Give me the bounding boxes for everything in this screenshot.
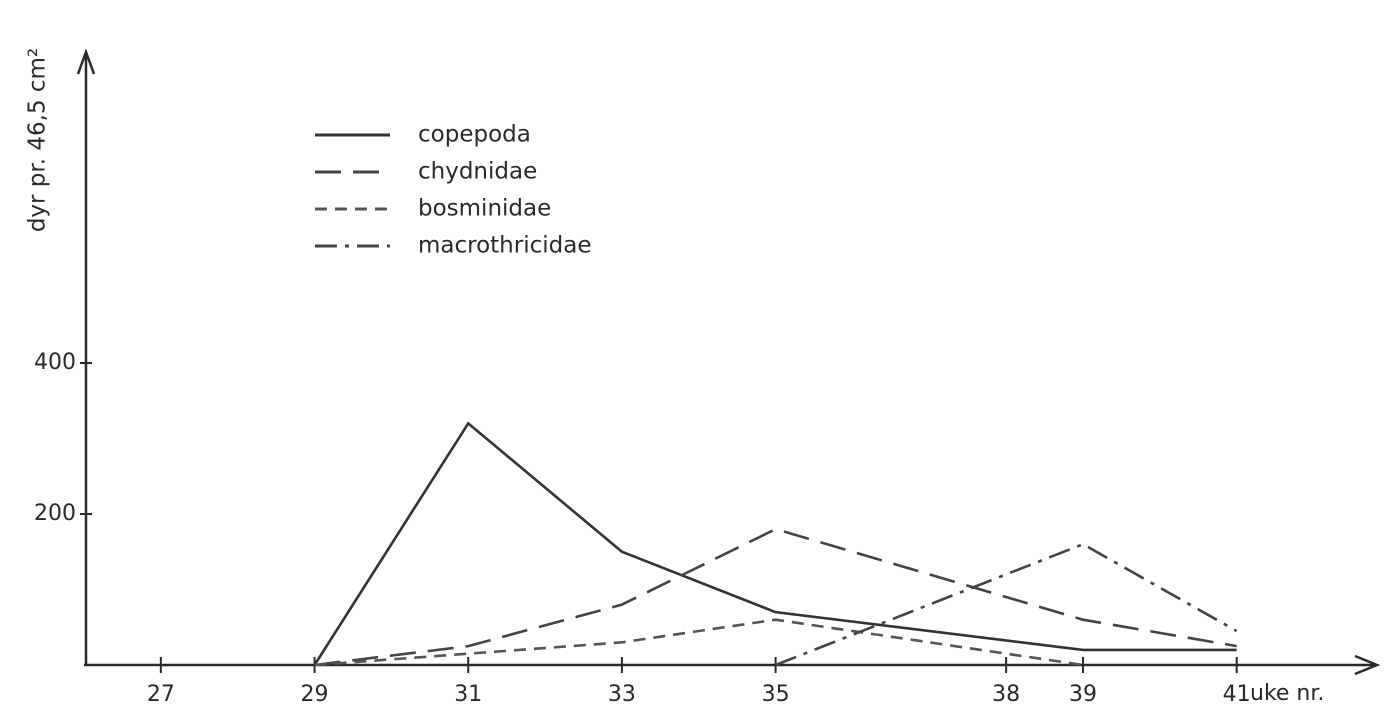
y-tick-label: 400 [34, 350, 76, 375]
x-axis-label: uke nr. [1250, 681, 1324, 706]
legend-label: bosminidae [418, 196, 551, 222]
axes [76, 48, 1381, 676]
series-line [775, 542, 1238, 667]
legend-label: chydnidae [418, 159, 537, 185]
x-tick-label: 31 [454, 682, 482, 707]
series-line [313, 421, 1237, 666]
x-tick-label: 41 [1223, 682, 1251, 707]
x-tick-label: 35 [762, 682, 790, 707]
legend-label: copepoda [418, 122, 531, 148]
x-tick-label: 39 [1069, 682, 1097, 707]
x-tick-label: 38 [992, 682, 1020, 707]
x-tick-label: 29 [301, 682, 329, 707]
y-tick-label: 200 [34, 501, 76, 526]
x-tick-label: 27 [147, 682, 175, 707]
y-axis-arrow [76, 48, 96, 75]
series-line [314, 527, 1237, 667]
x-tick-label: 33 [608, 682, 636, 707]
x-axis-arrow [1354, 654, 1381, 676]
y-axis-label: dyr pr. 46,5 cm² [25, 48, 51, 232]
legend-label: macrothricidae [418, 233, 592, 259]
series-line [314, 618, 1084, 667]
